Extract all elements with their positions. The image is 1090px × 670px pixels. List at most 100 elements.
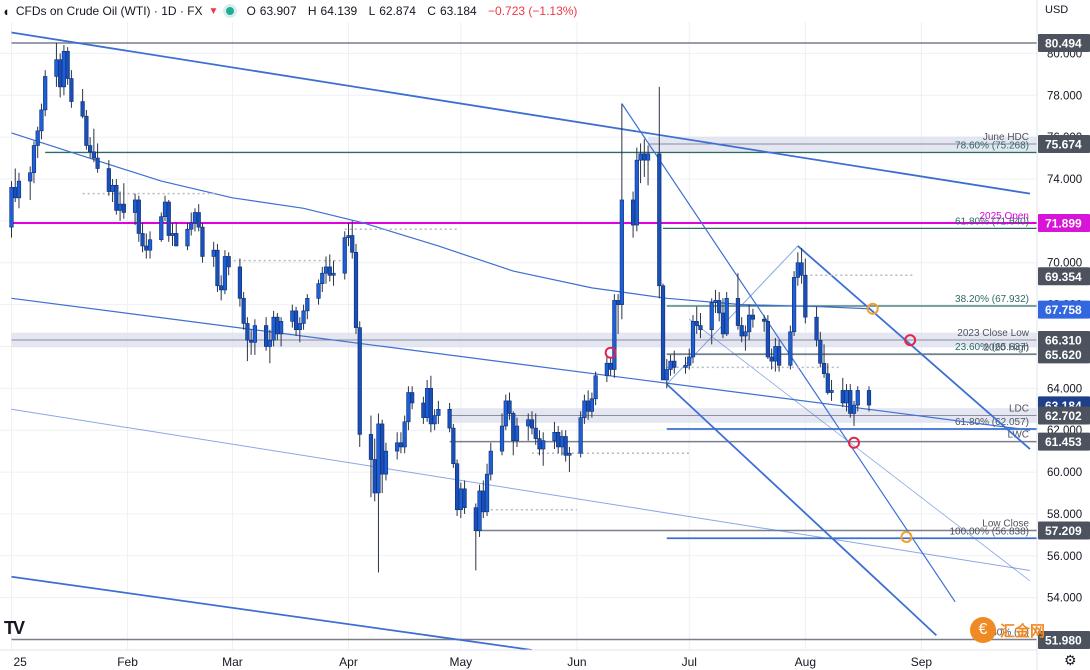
candle-body	[323, 266, 329, 274]
candle-body	[840, 390, 845, 404]
candle	[855, 386, 860, 412]
candle-body	[245, 323, 250, 341]
candle-body	[170, 233, 175, 236]
y-tick-label: 60.000	[1047, 467, 1082, 479]
price-label: 75.674	[1045, 137, 1082, 151]
candle-body	[428, 388, 433, 425]
level-label: 100.00% (56.838)	[949, 526, 1029, 537]
candle-body	[117, 203, 123, 211]
candle	[799, 248, 804, 284]
candle	[765, 315, 770, 360]
candle	[694, 306, 699, 334]
candle	[43, 70, 48, 117]
candle	[672, 350, 677, 374]
candle	[425, 379, 430, 422]
candle-body	[132, 199, 138, 213]
candle	[189, 212, 194, 236]
candle-body	[589, 398, 594, 412]
candle-body	[222, 256, 228, 291]
candle-body	[844, 390, 849, 404]
candle-body	[473, 507, 478, 531]
candle-body	[634, 159, 639, 226]
price-label-box	[1038, 330, 1090, 349]
candle-body	[39, 109, 44, 132]
candle	[35, 126, 40, 159]
tradingview-logo-icon[interactable]: TV	[4, 618, 25, 638]
candle-body	[829, 390, 834, 393]
gear-icon[interactable]: ⚙	[1064, 652, 1077, 668]
candle	[290, 304, 295, 328]
candle-body	[402, 421, 407, 448]
candle-body	[140, 233, 145, 247]
price-label: 57.209	[1045, 524, 1082, 538]
x-tick-label: 25	[13, 655, 27, 669]
price-label: 71.899	[1045, 216, 1082, 230]
symbol-title[interactable]: CFDs on Crude Oil (WTI) · 1D · FX	[15, 4, 203, 18]
candle	[305, 294, 310, 320]
candle	[132, 193, 138, 226]
candle-body	[481, 490, 486, 513]
level-label: LDC	[1009, 404, 1029, 415]
candle	[380, 419, 385, 493]
currency-label[interactable]: USD	[1045, 4, 1069, 16]
candle	[848, 384, 853, 418]
candle	[39, 103, 44, 140]
candle	[88, 137, 93, 159]
candle-body	[114, 184, 119, 211]
candle	[65, 47, 70, 85]
candle	[252, 319, 257, 355]
candle	[9, 181, 14, 238]
candle-body	[447, 408, 452, 429]
candle-body	[777, 346, 782, 366]
candle-body	[166, 201, 171, 236]
y-tick-label: 56.000	[1047, 551, 1082, 563]
candle	[791, 271, 797, 336]
candle-body	[436, 408, 441, 416]
candle-body	[372, 459, 377, 494]
candle	[245, 317, 250, 362]
ohlc-readout: O 63.907 H 64.139 L 62.874 C 63.184 −0.723 (…	[246, 4, 578, 18]
candle-body	[462, 488, 467, 508]
candle	[717, 292, 722, 322]
price-label-box	[1038, 34, 1090, 53]
candle-body	[750, 314, 756, 320]
price-label: 61.453	[1045, 435, 1082, 449]
candle	[503, 394, 508, 431]
candle-body	[638, 153, 643, 161]
candle-body	[16, 180, 22, 199]
x-tick-label: Jul	[682, 655, 697, 669]
candle-body	[769, 356, 774, 362]
level-label: 78.60% (75.268)	[955, 140, 1029, 151]
candle	[61, 45, 67, 96]
candle	[327, 254, 332, 282]
candle	[147, 231, 153, 259]
candle	[346, 222, 351, 246]
candle	[634, 147, 639, 232]
candle	[80, 88, 85, 119]
candle	[709, 298, 714, 345]
candle-body	[241, 298, 246, 324]
candle	[196, 204, 201, 232]
price-label-box	[1038, 267, 1090, 286]
candle	[747, 304, 752, 341]
level-label: Low Close	[982, 518, 1029, 529]
candle-body	[162, 201, 168, 217]
candle-body	[219, 285, 224, 291]
candle	[825, 363, 830, 395]
x-tick-label: Jun	[567, 655, 586, 669]
candle-body	[88, 145, 93, 153]
candle	[16, 172, 22, 209]
candle	[507, 392, 512, 420]
candle-body	[54, 59, 59, 77]
candle-body	[376, 423, 381, 494]
price-label: 69.354	[1045, 270, 1082, 284]
candle-body	[320, 272, 325, 284]
candle-body	[275, 316, 280, 335]
candle	[488, 442, 493, 481]
candle-body	[301, 310, 306, 324]
slope-line-a	[11, 297, 1031, 431]
pitchfork-lower	[666, 383, 938, 637]
candle	[533, 413, 538, 445]
